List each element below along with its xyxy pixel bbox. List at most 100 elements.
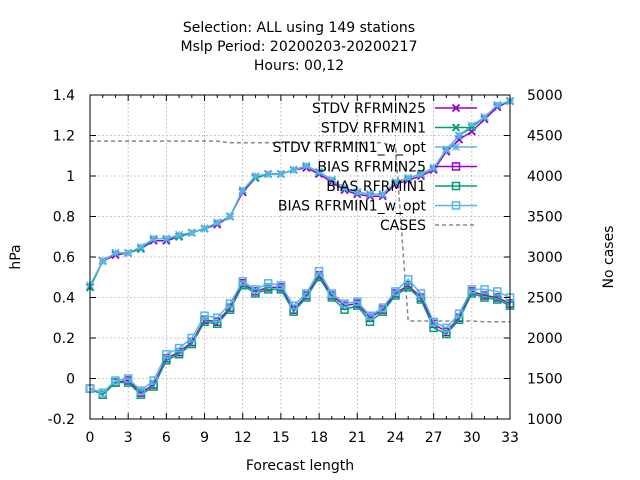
series-line-stdv-rfrmin1-w-opt <box>89 100 511 286</box>
data-point-bias-rfrmin1 <box>403 283 413 292</box>
y2-axis-label: No cases <box>601 226 617 289</box>
data-point-stdv-rfrmin1-w-opt <box>391 178 400 187</box>
legend-item-cases: CASES <box>380 218 477 234</box>
legend-label: BIAS RFRMIN25 <box>317 160 426 176</box>
data-point-bias-rfrmin1-w-opt <box>403 275 413 284</box>
data-point-bias-rfrmin1-w-opt <box>493 287 502 296</box>
data-point-bias-rfrmin1 <box>429 323 438 333</box>
data-point-stdv-rfrmin1-w-opt <box>162 234 171 243</box>
x-tick-label: 27 <box>425 430 443 446</box>
data-point-bias-rfrmin1-w-opt <box>302 289 311 298</box>
x-tick-label: 15 <box>272 430 290 446</box>
title-line-2: Mslp Period: 20200203-20200217 <box>181 39 418 55</box>
x-tick-label: 33 <box>501 430 519 446</box>
x-tick-label: 6 <box>162 430 171 446</box>
data-point-bias-rfrmin1-w-opt <box>416 289 426 298</box>
data-point-stdv-rfrmin1-w-opt <box>124 248 133 257</box>
x-tick-label: 18 <box>310 430 328 446</box>
x-axis-label: Forecast length <box>246 458 354 474</box>
y-tick-label: 1 <box>66 169 75 185</box>
data-point-bias-rfrmin1 <box>480 293 489 302</box>
data-point-bias-rfrmin1-w-opt <box>467 285 477 294</box>
data-point-bias-rfrmin1 <box>174 349 184 359</box>
y-tick-label: -0.2 <box>48 412 75 428</box>
y2-tick-label: 5000 <box>527 88 563 104</box>
legend-item-bias-rfrmin1: BIAS RFRMIN1 <box>326 179 477 195</box>
title-line-1: Selection: ALL using 149 stations <box>183 20 415 36</box>
data-point-stdv-rfrmin1-w-opt <box>467 121 476 130</box>
data-point-bias-rfrmin1-w-opt <box>174 343 184 353</box>
data-point-stdv-rfrmin1-w-opt <box>226 212 234 221</box>
data-point-stdv-rfrmin1-w-opt <box>340 184 349 193</box>
data-point-bias-rfrmin1 <box>442 329 451 339</box>
legend-label: BIAS RFRMIN1_w_opt <box>278 199 427 215</box>
data-point-bias-rfrmin1 <box>149 382 158 391</box>
x-tick-label: 30 <box>463 430 481 446</box>
x-tick-label: 12 <box>234 430 252 446</box>
legend-item-stdv-rfrmin25: STDV RFRMIN25 <box>312 101 477 117</box>
data-point-bias-rfrmin1 <box>289 307 298 316</box>
data-point-stdv-rfrmin1-w-opt <box>455 131 464 140</box>
data-point-stdv-rfrmin1-w-opt <box>200 224 209 233</box>
data-point-stdv-rfrmin1-w-opt <box>238 186 247 195</box>
legend-swatch-marker <box>451 162 461 171</box>
data-point-bias-rfrmin1-w-opt <box>327 289 337 298</box>
data-point-stdv-rfrmin1-w-opt <box>353 188 362 197</box>
data-point-bias-rfrmin1 <box>187 339 197 349</box>
data-point-bias-rfrmin1 <box>365 317 375 327</box>
data-point-stdv-rfrmin1-w-opt <box>315 167 324 176</box>
x-tick-label: 0 <box>86 430 95 446</box>
data-point-bias-rfrmin1-w-opt <box>111 376 120 385</box>
series-stdv-rfrmin1-w-opt <box>86 97 514 290</box>
data-point-bias-rfrmin1-w-opt <box>187 333 197 343</box>
legend-swatch-marker <box>451 123 461 132</box>
legend-label: STDV RFRMIN25 <box>312 101 426 117</box>
data-point-stdv-rfrmin1-w-opt <box>98 257 107 266</box>
axis-ticks <box>89 94 511 420</box>
data-point-bias-rfrmin1-w-opt <box>353 297 362 306</box>
y-axis-label: hPa <box>8 244 24 269</box>
legend-swatch-marker <box>451 201 461 210</box>
data-point-stdv-rfrmin1-w-opt <box>480 113 489 122</box>
data-point-bias-rfrmin1 <box>213 319 222 329</box>
data-point-stdv-rfrmin1-w-opt <box>327 176 336 185</box>
data-point-stdv-rfrmin1-w-opt <box>429 163 438 172</box>
data-point-bias-rfrmin1-w-opt <box>340 299 349 308</box>
data-point-stdv-rfrmin1-w-opt <box>366 190 374 199</box>
y2-tick-label: 1500 <box>527 372 563 388</box>
data-point-bias-rfrmin1-w-opt <box>276 281 286 290</box>
data-point-bias-rfrmin1-w-opt <box>149 376 158 385</box>
y-tick-label: 0.2 <box>53 331 75 347</box>
data-point-bias-rfrmin1-w-opt <box>200 311 209 320</box>
y-tick-label: 0 <box>66 372 75 388</box>
data-point-bias-rfrmin1-w-opt <box>391 287 400 296</box>
legend-item-bias-rfrmin1-w-opt: BIAS RFRMIN1_w_opt <box>278 199 477 215</box>
y-tick-label: 1.4 <box>53 88 75 104</box>
data-point-stdv-rfrmin1-w-opt <box>136 242 145 251</box>
data-point-stdv-rfrmin1-w-opt <box>187 228 196 237</box>
data-point-stdv-rfrmin1-w-opt <box>276 169 285 178</box>
x-tick-label: 3 <box>124 430 133 446</box>
legend-item-bias-rfrmin25: BIAS RFRMIN25 <box>317 160 477 176</box>
data-point-bias-rfrmin1-w-opt <box>289 301 298 310</box>
legend-swatch-marker <box>451 103 461 113</box>
data-point-bias-rfrmin1-w-opt <box>365 311 375 320</box>
data-point-bias-rfrmin1-w-opt <box>314 266 324 276</box>
data-point-bias-rfrmin1 <box>493 295 502 304</box>
data-point-bias-rfrmin1-w-opt <box>429 317 438 327</box>
data-point-bias-rfrmin1-w-opt <box>98 388 107 397</box>
data-point-bias-rfrmin1-w-opt <box>225 299 235 308</box>
data-point-stdv-rfrmin1-w-opt <box>213 218 222 227</box>
legend-label: CASES <box>380 218 426 234</box>
data-point-bias-rfrmin1-w-opt <box>442 323 451 333</box>
data-point-stdv-rfrmin1-w-opt <box>416 169 425 178</box>
x-tick-labels: 0 3 6 9 12 15 18 21 24 27 30 33 <box>86 430 519 446</box>
data-point-bias-rfrmin1 <box>225 305 235 314</box>
data-point-bias-rfrmin1-w-opt <box>378 303 387 312</box>
series-cases <box>90 140 510 323</box>
series-line-bias-rfrmin25 <box>89 273 511 396</box>
data-point-stdv-rfrmin1-w-opt <box>264 169 273 178</box>
data-point-bias-rfrmin1 <box>340 305 349 314</box>
y-tick-label: 0.6 <box>53 250 75 266</box>
